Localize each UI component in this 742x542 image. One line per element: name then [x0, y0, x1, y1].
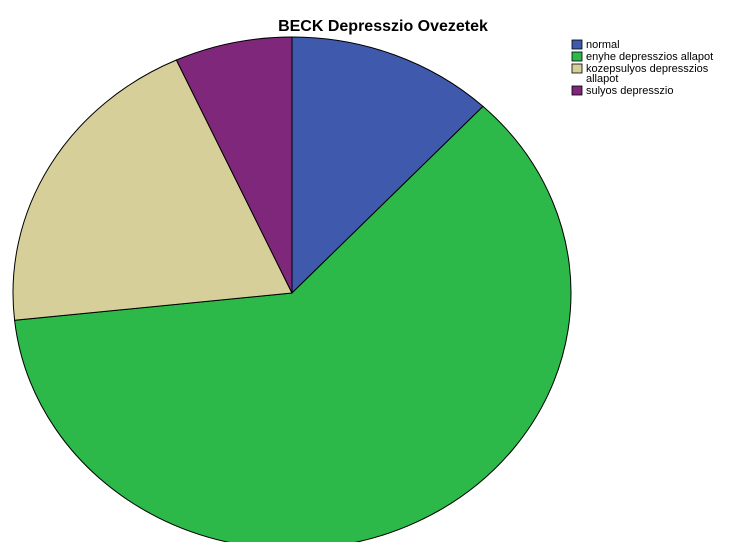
pie-slice-normal	[291, 36, 484, 295]
chart-title: BECK Depresszio Ovezetek	[278, 18, 488, 35]
legend-label-4: sulyos depresszio	[586, 85, 673, 97]
legend-swatch-1	[571, 39, 583, 50]
legend-swatch-3	[571, 63, 583, 74]
legend-label-3-line-1: kozepsulyos depresszios	[586, 63, 709, 75]
pie-group	[12, 36, 572, 542]
legend-swatch-4	[571, 85, 583, 96]
pie-slice-sulyos-depresszio	[175, 36, 293, 294]
legend-label-1: normal	[586, 39, 620, 51]
legend-label-2: enyhe depresszios allapot	[586, 51, 713, 63]
legend-label-3-line-2: allapot	[586, 73, 618, 85]
legend-swatch-2	[571, 51, 583, 62]
pie-slice-enyhe-depresszios-allapot	[14, 105, 572, 542]
pie-slice-kozepsulyos-depresszios-allapot	[12, 59, 293, 321]
